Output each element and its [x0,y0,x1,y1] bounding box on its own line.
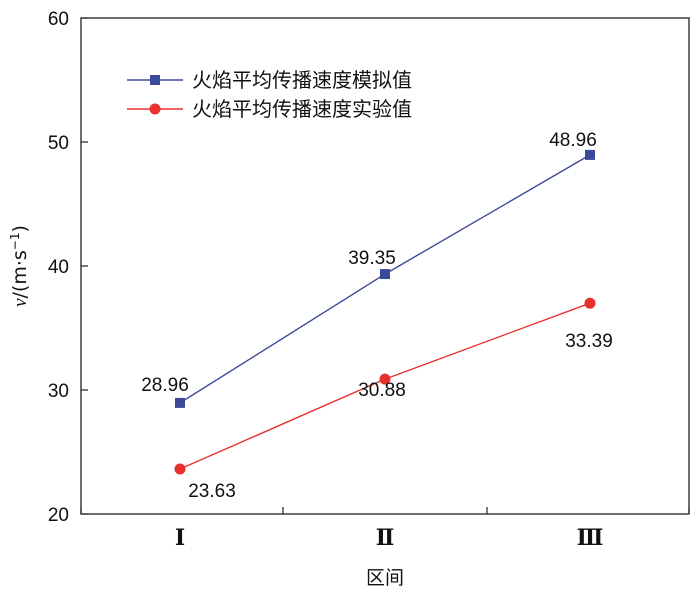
data-label: 23.63 [188,481,236,502]
legend-marker-1 [150,75,160,85]
series-1-point [585,149,595,160]
legend-label-2: 火焰平均传播速度实验值 [192,97,412,121]
data-label: 48.96 [549,130,597,151]
x-tick-label: Ⅲ [577,525,604,550]
y-tick-label: 50 [48,133,69,154]
x-axis: Ⅰ Ⅱ Ⅲ [80,507,690,550]
series-1-point [380,269,390,280]
y-axis-title: v/(m·s−1) [8,225,31,307]
x-axis-title: 区间 [366,567,404,589]
x-tick-label: Ⅱ [376,525,395,550]
data-label: 33.39 [565,331,613,352]
y-tick-label: 40 [48,257,69,278]
legend-marker-2 [149,103,161,115]
y-axis: 20 30 40 50 60 [48,9,88,526]
data-label: 30.88 [358,380,406,401]
y-tick-label: 20 [48,505,69,526]
series-1-point [175,397,185,408]
y-tick-label: 60 [48,9,69,30]
series-2-point [174,463,186,475]
data-labels: 28.96 39.35 48.96 23.63 30.88 33.39 [141,130,613,502]
y-axis-var: v [10,298,31,307]
data-label: 39.35 [348,248,396,269]
x-tick-label: Ⅰ [175,525,185,550]
series-2-point [379,373,391,385]
data-label: 28.96 [141,375,189,396]
y-axis-close: ) [9,225,31,232]
series-layer [174,149,596,475]
y-tick-label: 30 [48,381,69,402]
series-2-point [584,297,596,309]
y-axis-unit: /(m·s [9,250,31,298]
y-axis-exp: −1 [8,233,22,251]
legend-label-1: 火焰平均传播速度模拟值 [192,68,412,92]
